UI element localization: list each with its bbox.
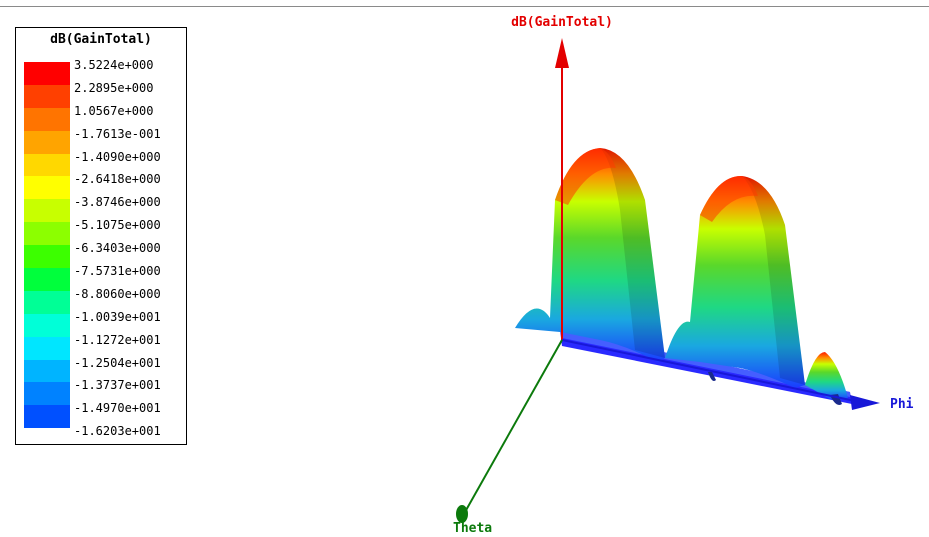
legend-level-label: -1.6203e+001 xyxy=(74,424,161,439)
legend-swatch xyxy=(24,199,70,223)
legend-level-label: -7.5731e+000 xyxy=(74,264,161,279)
legend-level-label: -8.8060e+000 xyxy=(74,286,161,301)
legend-level-label: -1.3737e+001 xyxy=(74,378,161,393)
legend-level-label: -3.8746e+000 xyxy=(74,195,161,210)
legend-swatch xyxy=(24,336,70,360)
legend-swatch xyxy=(24,84,70,108)
legend-swatch xyxy=(24,130,70,154)
legend-level-label: -1.4090e+000 xyxy=(74,149,161,164)
legend-swatch xyxy=(24,176,70,200)
legend-swatch xyxy=(24,405,70,429)
legend-level-label: 3.5224e+000 xyxy=(74,58,154,72)
y-axis-label: Theta xyxy=(453,521,492,536)
legend-level-label: -1.0039e+001 xyxy=(74,309,161,324)
legend-level-label: -1.2504e+001 xyxy=(74,355,161,370)
legend-swatch xyxy=(24,245,70,269)
y-axis xyxy=(456,339,563,523)
legend-level-label: -1.1272e+001 xyxy=(74,332,161,347)
legend-level-label: 1.0567e+000 xyxy=(74,103,154,118)
legend-swatch xyxy=(24,268,70,291)
surface-lobe-1 xyxy=(515,148,665,362)
top-divider xyxy=(0,6,929,7)
legend-swatch xyxy=(24,313,70,337)
legend-labels: 3.5224e+000 2.2895e+000 1.0567e+000 -1.7613… xyxy=(74,54,186,443)
legend-swatch xyxy=(24,290,70,314)
surface-lobe-2 xyxy=(665,175,805,388)
x-axis-label: Phi xyxy=(890,397,914,412)
legend-swatch xyxy=(24,62,70,85)
legend-level-label: 2.2895e+000 xyxy=(74,80,154,95)
z-axis-label: dB(GainTotal) xyxy=(511,15,613,30)
x-axis xyxy=(561,339,880,410)
legend-swatch xyxy=(24,153,70,177)
color-legend: dB(GainTotal) 3.5224e+000 2.2895e+000 1.05… xyxy=(15,27,187,445)
legend-swatch xyxy=(24,359,70,383)
legend-level-label: -1.7613e-001 xyxy=(74,126,161,141)
legend-level-label: -6.3403e+000 xyxy=(74,241,161,256)
legend-title: dB(GainTotal) xyxy=(50,32,152,47)
legend-swatch xyxy=(24,382,70,406)
legend-swatch xyxy=(24,107,70,131)
legend-swatches xyxy=(24,62,70,429)
z-axis xyxy=(555,38,569,340)
legend-level-label: -5.1075e+000 xyxy=(74,218,161,233)
legend-level-label: -1.4970e+001 xyxy=(74,401,161,416)
legend-level-label: -2.6418e+000 xyxy=(74,172,161,187)
legend-swatch xyxy=(24,222,70,246)
